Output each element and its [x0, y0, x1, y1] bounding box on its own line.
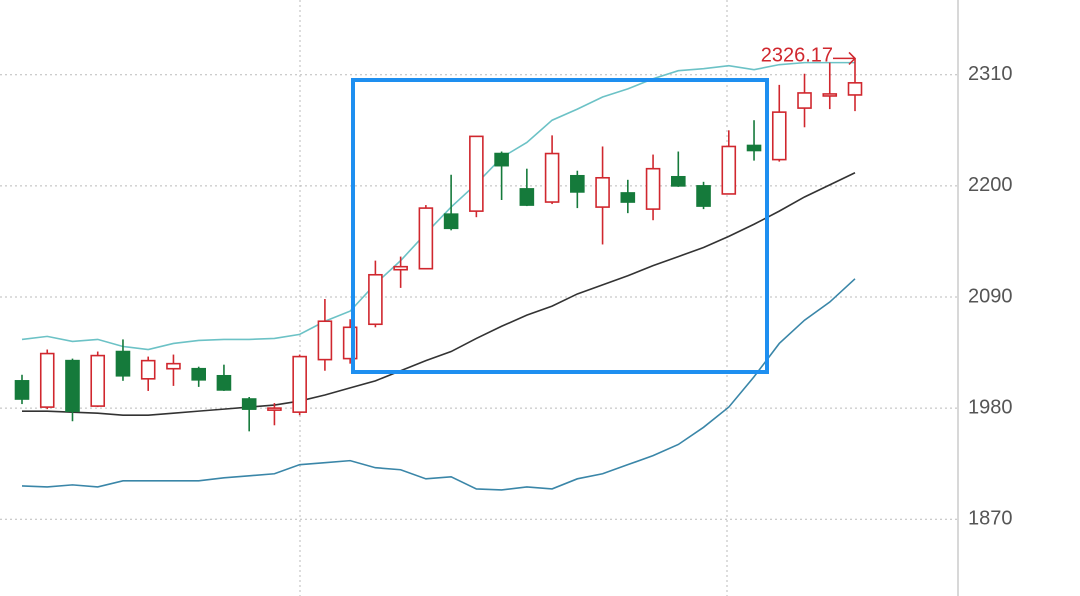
y-tick-label: 2200 — [968, 174, 1013, 196]
candle-body — [570, 174, 585, 193]
candle-body — [544, 152, 560, 203]
candle-body — [671, 175, 686, 187]
candle-body — [595, 176, 610, 208]
candle-body — [90, 354, 106, 407]
y-tick-label: 2310 — [968, 63, 1013, 85]
candle-body — [166, 362, 181, 370]
high-arrow — [833, 51, 857, 65]
candle-body — [39, 352, 55, 408]
candle-body — [418, 207, 434, 270]
highlight-box — [351, 78, 769, 374]
candle-body — [494, 152, 509, 167]
candle-body — [267, 407, 282, 411]
candle-body — [115, 350, 131, 377]
candle-body — [645, 167, 661, 210]
band-line — [21, 61, 855, 351]
candle-body — [797, 92, 812, 109]
bands — [21, 61, 856, 491]
candle-body — [241, 398, 257, 410]
annotation: 2326.17 — [761, 45, 857, 67]
candles — [14, 58, 863, 432]
candle-body — [317, 320, 333, 361]
candle-body — [140, 359, 156, 380]
candle-body — [292, 355, 307, 413]
candle-body — [847, 82, 863, 96]
candle-body — [746, 144, 762, 152]
candle-body — [191, 367, 206, 381]
candle-body — [216, 374, 232, 391]
candle-body — [620, 192, 636, 203]
candle-body — [65, 359, 80, 412]
candle-body — [14, 380, 30, 400]
grid: 1870 1980 2090 2200 2310 — [0, 63, 1013, 530]
y-tick-label: 2090 — [968, 285, 1013, 307]
y-tick-label: 1980 — [968, 396, 1013, 418]
candle-body — [469, 135, 484, 212]
candle-body — [443, 213, 459, 230]
candle-body — [721, 145, 737, 195]
high-label: 2326.17 — [761, 45, 833, 67]
candle-body — [519, 188, 535, 206]
candle-body — [368, 273, 383, 326]
band-line — [21, 278, 856, 491]
candle-body — [822, 93, 838, 97]
y-tick-label: 1870 — [968, 508, 1013, 530]
band-line — [22, 172, 856, 416]
candle-body — [771, 111, 787, 161]
candle-body — [696, 185, 711, 207]
candle-body — [393, 265, 408, 271]
